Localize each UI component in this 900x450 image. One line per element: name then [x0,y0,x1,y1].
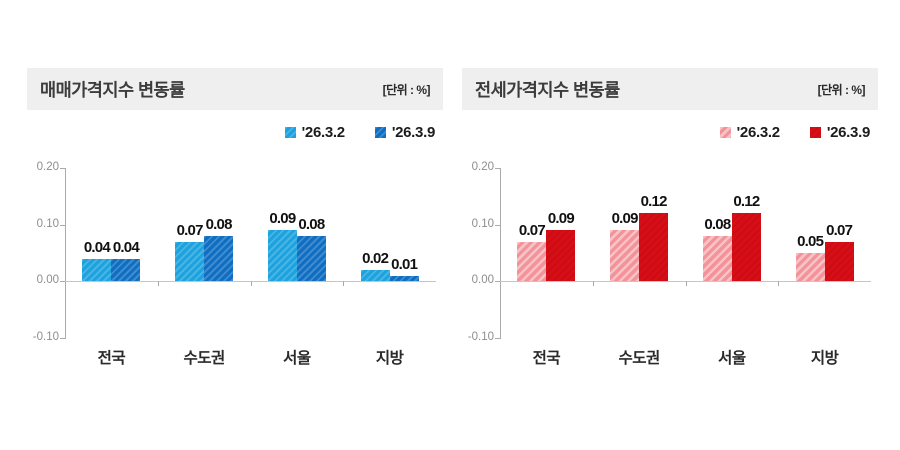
y-axis-line [65,168,66,339]
category-label: 수도권 [183,350,225,368]
legend-label: '26.3.9 [826,124,870,141]
x-axis-tick [685,281,687,287]
bar-series0-cat3 [795,253,825,282]
bar-series1-cat3 [389,275,419,282]
bar-series0-cat0 [82,258,112,282]
value-label: 0.12 [640,193,668,211]
x-axis-tick [343,281,345,287]
value-label: 0.07 [826,221,853,239]
jeonse-price-chart-panel: 전세가격지수 변동률 [단위 : %] '26.3.2 '26.3.9 0.20… [462,68,878,408]
sale-chart-title: 매매가격지수 변동률 [40,79,185,100]
bar-series0-cat1 [610,230,640,282]
jeonse-chart-header: 전세가격지수 변동률 [단위 : %] [462,68,878,110]
value-label: 0.12 [733,193,760,211]
legend-swatch-icon [719,127,731,138]
legend-swatch-icon [284,127,296,138]
plot-area: 0.20 0.10 0.00 -0.10 0.07 0.09 전국 0.09 0.12 수도권 0.… [462,160,878,385]
plot-area: 0.20 0.10 0.00 -0.10 0.04 0.04 전국 0.07 0.08 수도권 0.… [27,160,443,385]
bar-series0-cat2 [267,230,297,282]
legend-item-this-week: '26.3.9 [809,124,870,141]
legend-label: '26.3.2 [736,124,780,141]
sale-price-chart-panel: 매매가격지수 변동률 [단위 : %] '26.3.2 '26.3.9 0.20… [27,68,443,408]
y-tick-label: -0.10 [467,331,494,343]
y-axis-tick [495,281,500,283]
x-axis-tick [250,281,252,287]
y-tick-label: 0.20 [471,161,494,173]
x-axis-tick [592,281,594,287]
bar-series0-cat0 [517,241,547,282]
legend-swatch-icon [374,127,386,138]
y-axis-tick [495,224,500,226]
value-label: 0.04 [112,238,140,256]
value-label: 0.09 [611,210,639,228]
legend-item-prev-week: '26.3.2 [284,124,345,141]
category-label: 전국 [532,350,561,368]
bar-series1-cat3 [824,241,854,282]
category-label: 전국 [97,350,126,368]
y-axis-tick [60,224,65,226]
category-label: 서울 [718,350,746,368]
bar-series1-cat1 [639,213,669,282]
jeonse-chart-unit-label: [단위 : %] [817,82,866,97]
bar-series0-cat2 [702,236,732,282]
y-axis-line [500,168,501,339]
value-label: 0.08 [205,216,233,233]
y-tick-label: 0.20 [36,161,59,173]
value-label: 0.07 [518,221,546,239]
value-label: 0.07 [176,221,204,239]
sale-chart-unit-label: [단위 : %] [382,82,431,97]
legend-swatch-icon [809,127,821,138]
jeonse-chart-title: 전세가격지수 변동률 [475,79,620,100]
jeonse-chart-legend: '26.3.2 '26.3.9 [719,124,870,141]
bar-series1-cat0 [111,258,141,282]
value-label: 0.01 [391,255,418,273]
y-tick-label: 0.10 [471,217,494,230]
category-label: 수도권 [618,350,660,368]
value-label: 0.05 [797,233,824,250]
bar-series0-cat1 [175,241,205,282]
y-tick-label: 0.00 [36,274,59,287]
y-axis-tick [60,281,65,283]
category-label: 지방 [375,350,404,368]
x-axis-tick [157,281,159,287]
y-axis-tick [60,338,65,339]
legend-item-prev-week: '26.3.2 [719,124,780,141]
y-tick-label: -0.10 [32,331,59,343]
value-label: 0.09 [547,210,575,228]
bar-series0-cat3 [360,270,390,282]
y-tick-label: 0.00 [471,274,494,287]
legend-label: '26.3.9 [391,124,435,141]
bar-series1-cat0 [546,230,576,282]
value-label: 0.04 [83,238,111,256]
sale-chart-header: 매매가격지수 변동률 [단위 : %] [27,68,443,110]
bar-series1-cat2 [296,236,326,282]
value-label: 0.08 [704,216,731,233]
y-axis-tick [495,338,500,339]
category-label: 지방 [810,350,839,368]
value-label: 0.09 [269,210,296,228]
legend-label: '26.3.2 [301,124,345,141]
y-axis-tick [495,168,500,169]
y-tick-label: 0.10 [36,217,59,230]
sale-chart-legend: '26.3.2 '26.3.9 [284,124,435,141]
bar-series1-cat2 [731,213,761,282]
value-label: 0.08 [298,216,325,233]
y-axis-tick [60,168,65,169]
legend-item-this-week: '26.3.9 [374,124,435,141]
bar-series1-cat1 [204,236,234,282]
category-label: 서울 [283,350,311,368]
value-label: 0.02 [362,250,389,267]
x-axis-tick [778,281,780,287]
